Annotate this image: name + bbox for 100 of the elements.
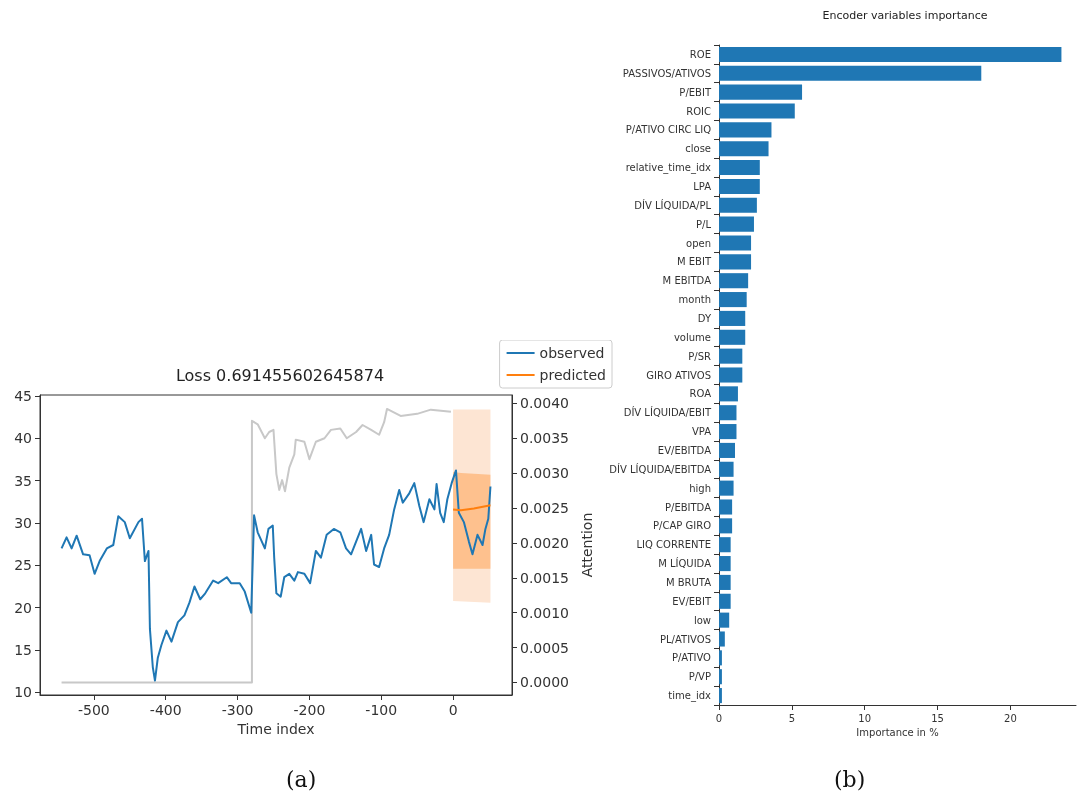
y-tick-label: M EBIT bbox=[676, 256, 712, 268]
x-tick-label: -400 bbox=[149, 702, 182, 718]
bar bbox=[719, 424, 737, 440]
bar bbox=[719, 122, 772, 138]
y-tick-label: 35 bbox=[14, 472, 32, 489]
y-tick-label: 25 bbox=[14, 557, 32, 574]
bar bbox=[719, 65, 982, 81]
y-tick-label: DY bbox=[697, 312, 712, 324]
bar bbox=[719, 348, 743, 364]
y-tick-label: GIRO ATIVOS bbox=[646, 369, 711, 381]
bar bbox=[719, 235, 752, 251]
y-tick-label: 10 bbox=[14, 684, 32, 701]
y-tick-label: VPA bbox=[691, 426, 712, 438]
y2-tick-label: 0.0040 bbox=[520, 395, 569, 412]
bar bbox=[719, 405, 737, 421]
bar bbox=[719, 197, 757, 213]
bar bbox=[719, 178, 760, 194]
y-tick-label: ROIC bbox=[686, 105, 711, 117]
bar bbox=[719, 84, 803, 100]
legend-label: predicted bbox=[539, 367, 607, 383]
x-tick-label: -300 bbox=[221, 702, 254, 718]
x-tick-label: -200 bbox=[293, 702, 326, 718]
y-tick-label: 20 bbox=[14, 599, 32, 616]
text: (b) bbox=[834, 766, 866, 792]
bar bbox=[719, 292, 747, 308]
bar bbox=[719, 367, 743, 383]
y-tick-label: M BRUTA bbox=[665, 576, 712, 588]
y-tick-label: 40 bbox=[14, 430, 32, 447]
y-tick-label: P/EBIT bbox=[679, 86, 712, 98]
x-tick-label: 0 bbox=[715, 712, 723, 724]
bar bbox=[719, 160, 760, 176]
y-tick-label: DÍV LÍQUIDA/PL bbox=[634, 198, 712, 211]
y2-tick-label: 0.0000 bbox=[520, 674, 569, 691]
bar bbox=[719, 254, 752, 270]
text: (a) bbox=[286, 766, 317, 792]
bar bbox=[719, 556, 731, 572]
bar bbox=[719, 574, 731, 590]
y-tick-label: ROA bbox=[689, 388, 712, 400]
y2-tick-label: 0.0030 bbox=[520, 465, 569, 482]
y-tick-label: DÍV LÍQUIDA/EBITDA bbox=[609, 462, 712, 475]
bar bbox=[719, 499, 733, 515]
y2-tick-label: 0.0025 bbox=[520, 500, 569, 517]
bar bbox=[719, 141, 769, 157]
y-tick-label: 30 bbox=[14, 514, 32, 531]
y-tick-label: ROE bbox=[689, 48, 711, 60]
y-tick-label: P/SR bbox=[688, 350, 712, 362]
y-tick-label: open bbox=[686, 237, 711, 249]
bar bbox=[719, 461, 734, 477]
bar bbox=[719, 650, 722, 666]
y2-tick-label: 0.0020 bbox=[520, 534, 569, 551]
x-tick-label: 0 bbox=[448, 702, 458, 718]
bar bbox=[719, 386, 738, 402]
chart-title: Loss 0.691455602645874 bbox=[175, 365, 385, 385]
y2-tick-label: 0.0015 bbox=[520, 569, 569, 586]
bar bbox=[719, 310, 746, 326]
y-tick-label: P/VP bbox=[688, 671, 711, 683]
y-tick-label: relative_time_idx bbox=[625, 162, 712, 175]
y-tick-label: PL/ATIVOS bbox=[660, 633, 711, 645]
bar bbox=[719, 480, 734, 496]
y-tick-label: EV/EBITDA bbox=[657, 444, 712, 456]
y-tick-label: P/CAP GIRO bbox=[653, 520, 712, 532]
bar bbox=[719, 612, 730, 628]
bar bbox=[719, 688, 722, 704]
x-tick-label: 5 bbox=[788, 712, 796, 724]
bar bbox=[719, 593, 731, 609]
bar bbox=[719, 442, 736, 458]
y-tick-label: M EBITDA bbox=[662, 275, 712, 287]
bar bbox=[719, 273, 749, 289]
x-axis-title: Time index bbox=[236, 720, 315, 737]
line-series bbox=[60, 407, 452, 684]
y-tick-label: 45 bbox=[14, 387, 32, 404]
y-tick-label: LIQ CORRENTE bbox=[636, 539, 711, 551]
y-tick-label: 15 bbox=[14, 642, 32, 659]
y2-axis-title: Attention bbox=[578, 512, 595, 578]
x-tick-label: -100 bbox=[365, 702, 398, 718]
x-tick-label: 20 bbox=[1004, 712, 1017, 724]
y-tick-label: DÍV LÍQUIDA/EBIT bbox=[623, 406, 712, 419]
legend-label: observed bbox=[539, 345, 605, 361]
y-tick-label: LPA bbox=[693, 180, 712, 192]
chart-title: Encoder variables importance bbox=[822, 9, 988, 22]
bar bbox=[719, 329, 746, 345]
bar bbox=[719, 537, 731, 553]
y-tick-label: P/ATIVO CIRC LIQ bbox=[625, 124, 712, 136]
line-series bbox=[60, 469, 492, 682]
bar bbox=[719, 103, 795, 119]
bar bbox=[719, 669, 722, 685]
y-tick-label: P/ATIVO bbox=[671, 652, 712, 664]
y-tick-label: PASSIVOS/ATIVOS bbox=[622, 67, 711, 79]
x-axis-title: Importance in % bbox=[856, 727, 939, 739]
y-tick-label: close bbox=[685, 143, 711, 155]
bar bbox=[719, 46, 1062, 62]
y-tick-label: time_idx bbox=[668, 690, 712, 703]
y-tick-label: M LÍQUIDA bbox=[658, 557, 712, 570]
bar bbox=[719, 518, 733, 534]
bar bbox=[719, 216, 754, 232]
y2-tick-label: 0.0010 bbox=[520, 604, 569, 621]
x-tick-label: -500 bbox=[77, 702, 110, 718]
y-tick-label: P/EBITDA bbox=[664, 501, 712, 513]
x-tick-label: 15 bbox=[931, 712, 944, 724]
y-tick-label: EV/EBIT bbox=[672, 595, 712, 607]
